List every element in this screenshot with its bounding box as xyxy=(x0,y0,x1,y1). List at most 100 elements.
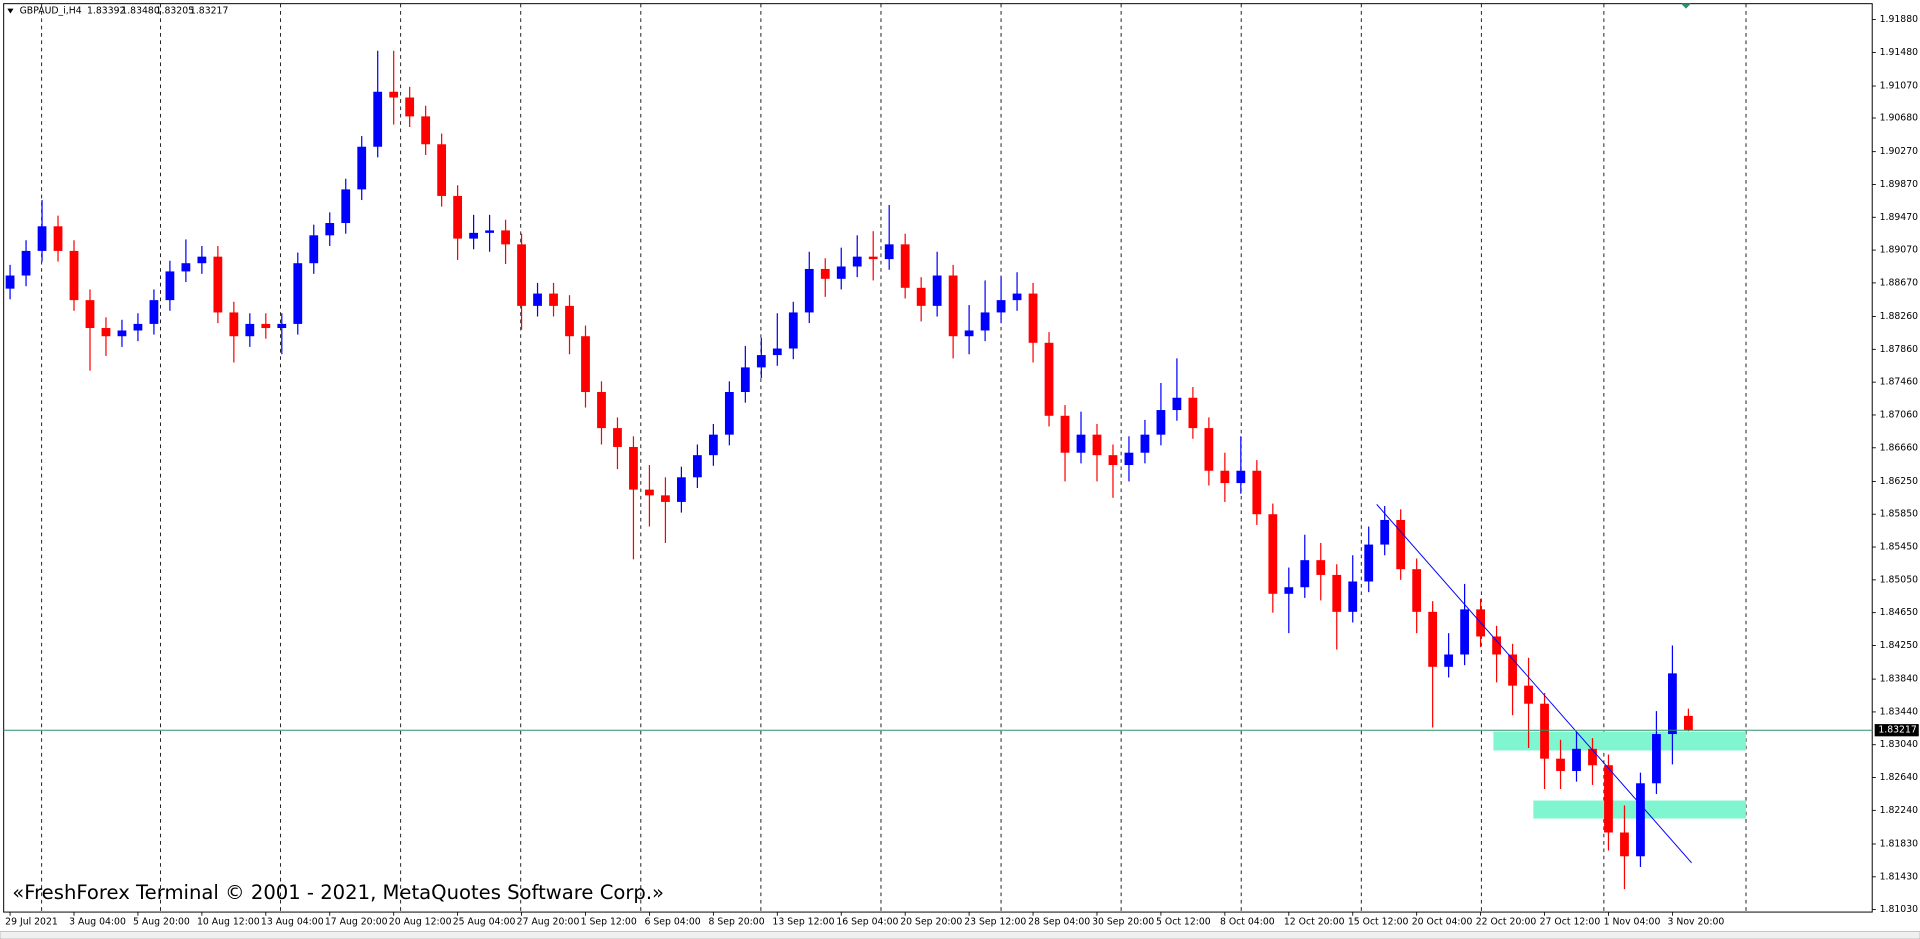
candle-body xyxy=(1204,428,1214,471)
bottom-tabs xyxy=(0,931,1920,939)
y-tick-label: 1.91070 xyxy=(1880,81,1919,92)
x-tick-label: 20 Oct 04:00 xyxy=(1412,916,1473,927)
y-tick-label: 1.85050 xyxy=(1880,574,1919,585)
x-tick-label: 1 Sep 12:00 xyxy=(581,916,637,927)
candle-body xyxy=(133,323,143,331)
candle-body xyxy=(1412,569,1422,612)
x-tick-label: 1 Nov 04:00 xyxy=(1604,916,1661,927)
candle-body xyxy=(1540,703,1549,759)
x-tick-label: 17 Aug 20:00 xyxy=(325,916,388,927)
y-tick-label: 1.90270 xyxy=(1880,146,1919,157)
candle-body xyxy=(1268,514,1278,594)
candle-body xyxy=(708,434,718,456)
header-close: 1.83217 xyxy=(190,6,229,17)
symbol: GBPAUD_i,H4 xyxy=(20,6,82,17)
candle-body xyxy=(629,446,638,490)
y-tick-label: 1.86660 xyxy=(1880,442,1919,453)
header-low: 1.83205 xyxy=(156,6,195,17)
candle-body xyxy=(788,312,798,349)
candle-body xyxy=(836,266,846,279)
candle-body xyxy=(1076,434,1086,453)
y-tick-label: 1.88670 xyxy=(1880,277,1919,288)
candle-body xyxy=(1044,342,1054,416)
candle-body xyxy=(517,244,526,306)
y-tick-label: 1.88260 xyxy=(1880,311,1919,322)
candle-body xyxy=(213,256,223,313)
x-tick-label: 10 Aug 12:00 xyxy=(197,916,260,927)
candle-body xyxy=(1364,544,1374,582)
y-tick-label: 1.81430 xyxy=(1880,871,1919,882)
x-tick-label: 8 Oct 04:00 xyxy=(1220,916,1275,927)
overlays: 1.83217 xyxy=(3,504,1919,864)
y-tick-label: 1.89070 xyxy=(1880,245,1919,256)
candle-body xyxy=(421,116,431,145)
y-tick-label: 1.91880 xyxy=(1880,14,1919,25)
menu-arrow[interactable] xyxy=(7,8,14,14)
candle-body xyxy=(149,300,159,324)
candle-body xyxy=(1188,397,1198,429)
candle-body xyxy=(1636,783,1645,857)
x-tick-label: 13 Aug 04:00 xyxy=(261,916,324,927)
y-tick-label: 1.87460 xyxy=(1880,377,1919,388)
x-tick-label: 8 Sep 20:00 xyxy=(708,916,764,927)
candle-body xyxy=(804,268,814,313)
y-tick-label: 1.89870 xyxy=(1880,179,1919,190)
candle-body xyxy=(1652,734,1661,784)
candle-body xyxy=(1460,609,1470,655)
candle-body xyxy=(964,330,974,337)
candle-body xyxy=(373,91,383,147)
axes: 1.91880 1.91480 1.91070 1.90680 1.90270 1.898… xyxy=(5,14,1918,927)
candle-body xyxy=(1572,748,1581,771)
x-tick-label: 27 Oct 12:00 xyxy=(1540,916,1601,927)
y-tick-label: 1.85850 xyxy=(1880,509,1919,520)
candle-body xyxy=(469,232,479,239)
candle-body xyxy=(1396,519,1406,570)
candle-body xyxy=(884,244,894,260)
candle-body xyxy=(1124,452,1134,466)
y-tick-label: 1.84250 xyxy=(1880,640,1919,651)
y-tick-label: 1.84650 xyxy=(1880,607,1919,618)
trendline xyxy=(1376,504,1692,864)
candle-body xyxy=(756,355,766,368)
candle-body xyxy=(1300,560,1310,588)
candle-body xyxy=(21,250,31,276)
candle-body xyxy=(1684,715,1693,731)
candle-body xyxy=(165,271,175,301)
candle-body xyxy=(53,226,63,251)
candle-body xyxy=(1492,636,1501,655)
y-tick-label: 1.82640 xyxy=(1880,772,1919,783)
x-tick-label: 30 Sep 20:00 xyxy=(1092,916,1154,927)
candle-body xyxy=(549,293,558,306)
y-tick-label: 1.87860 xyxy=(1880,344,1919,355)
candle-body xyxy=(677,477,686,502)
candle-body xyxy=(485,230,494,233)
candle-body xyxy=(277,323,287,329)
candle-body xyxy=(1140,434,1150,453)
y-tick-label: 1.83440 xyxy=(1880,706,1919,717)
x-tick-label: 3 Nov 20:00 xyxy=(1668,916,1725,927)
candle-body xyxy=(1028,293,1038,343)
candle-body xyxy=(85,300,95,329)
x-tick-label: 20 Aug 12:00 xyxy=(389,916,452,927)
header-open: 1.83392 xyxy=(87,6,125,17)
candle-body xyxy=(1252,470,1262,515)
y-tick-label: 1.82240 xyxy=(1880,805,1919,816)
candle-body xyxy=(932,275,942,306)
x-tick-label: 13 Sep 12:00 xyxy=(772,916,834,927)
candle-body xyxy=(1668,673,1677,735)
candle-body xyxy=(245,323,255,337)
separators xyxy=(41,3,1747,913)
candle-body xyxy=(916,287,926,306)
candle-body xyxy=(117,330,127,337)
candle-body xyxy=(740,367,750,392)
x-tick-label: 3 Aug 04:00 xyxy=(69,916,126,927)
candle-body xyxy=(1348,581,1358,612)
x-tick-label: 16 Sep 04:00 xyxy=(836,916,898,927)
y-tick-label: 1.87060 xyxy=(1880,409,1919,420)
candle-body xyxy=(501,230,510,245)
y-tick-label: 1.83840 xyxy=(1880,674,1919,685)
candle-body xyxy=(1380,519,1390,545)
header-high: 1.83480 xyxy=(121,6,160,17)
candle-body xyxy=(341,189,351,224)
